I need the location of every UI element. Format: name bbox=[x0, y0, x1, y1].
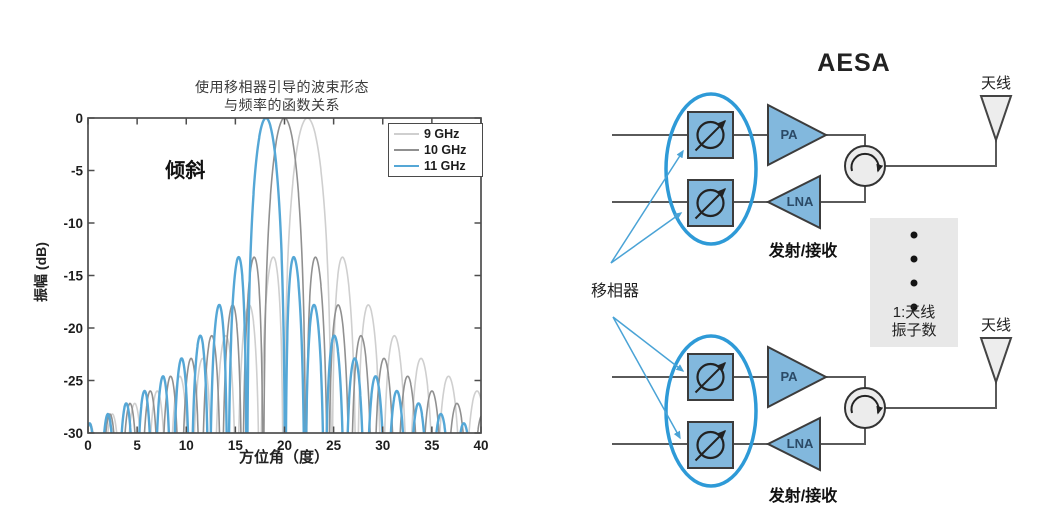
pa-amplifier-icon bbox=[767, 103, 829, 167]
ellipsis-dot bbox=[910, 279, 918, 287]
curve-11-GHz bbox=[88, 118, 469, 433]
x-tick-label: 10 bbox=[179, 438, 194, 453]
elements-note-line2: 振子数 bbox=[891, 322, 937, 339]
phase-shifter-highlight-ellipse bbox=[664, 92, 758, 246]
elements-note-line1: 1:天线 bbox=[892, 304, 936, 321]
phase-shifter-arrow bbox=[694, 187, 727, 220]
pointer-arrow-bottom-1 bbox=[612, 316, 685, 372]
y-tick-label: -20 bbox=[63, 321, 83, 336]
curve-10-GHz bbox=[88, 118, 481, 433]
lna-wire bbox=[612, 186, 866, 203]
x-tick-label: 15 bbox=[228, 438, 244, 453]
legend-line-swatch-10ghz bbox=[394, 149, 419, 151]
transmit-receive-label-top: 发射/接收 bbox=[768, 243, 838, 260]
y-tick-label: -5 bbox=[71, 163, 83, 178]
legend-label-11ghz: 11 GHz bbox=[424, 159, 466, 173]
x-tick-label: 20 bbox=[277, 438, 292, 453]
phase-shifter-circle bbox=[696, 362, 725, 392]
lna-amplifier-icon bbox=[765, 416, 821, 472]
x-axis-label: 方位角（度） bbox=[238, 449, 329, 466]
phase-shifter-icon bbox=[687, 179, 734, 227]
x-tick-label: 0 bbox=[84, 438, 92, 453]
ellipsis-dot bbox=[910, 303, 918, 311]
ellipsis-dot bbox=[910, 231, 918, 239]
tilt-annotation: 倾斜 bbox=[165, 160, 206, 183]
curves-group bbox=[88, 118, 481, 433]
pointer-arrow-bottom-2 bbox=[612, 316, 681, 440]
phase-shifter-circle bbox=[696, 430, 725, 460]
lna-wire bbox=[612, 428, 866, 445]
legend: 9 GHz 10 GHz 11 GHz bbox=[388, 123, 483, 177]
lna-amplifier-icon bbox=[765, 174, 821, 230]
y-tick-label: -10 bbox=[63, 216, 83, 231]
x-tick-label: 40 bbox=[473, 438, 488, 453]
phase-shifter-icon bbox=[687, 353, 734, 401]
x-tick-label: 25 bbox=[326, 438, 342, 453]
phase-shifter-arrow bbox=[694, 119, 727, 152]
phase-shifter-circle bbox=[696, 188, 725, 218]
legend-row-9ghz: 9 GHz bbox=[394, 127, 477, 141]
y-tick-label: -30 bbox=[63, 426, 83, 441]
legend-label-9ghz: 9 GHz bbox=[424, 127, 460, 141]
tick-marks bbox=[87, 117, 482, 434]
chart-title-line1: 使用移相器引导的波束形态 bbox=[195, 79, 369, 95]
phase-shifter-arrow bbox=[694, 429, 727, 462]
ellipsis-dot bbox=[910, 255, 918, 263]
legend-label-10ghz: 10 GHz bbox=[424, 143, 467, 157]
pointer-arrow-top-2 bbox=[610, 212, 683, 264]
circulator-rotation-arrow bbox=[850, 394, 884, 415]
legend-row-11ghz: 11 GHz bbox=[394, 159, 477, 173]
lna-label-top: LNA bbox=[786, 194, 814, 209]
legend-line-swatch-9ghz bbox=[394, 133, 419, 135]
tr-module-bottom bbox=[612, 334, 1013, 488]
pointer-arrow-top-1 bbox=[610, 149, 684, 264]
phase-shifter-highlight-ellipse bbox=[664, 334, 758, 488]
antenna-icon bbox=[979, 337, 1013, 386]
y-axis-label: 振幅 (dB) bbox=[33, 242, 49, 302]
legend-row-10ghz: 10 GHz bbox=[394, 143, 477, 157]
aesa-diagram-canvas bbox=[610, 92, 1013, 488]
phase-shifter-arrow bbox=[694, 361, 727, 394]
pa-amplifier-icon bbox=[767, 345, 829, 409]
legend-line-swatch-11ghz bbox=[394, 165, 419, 167]
circulator-icon bbox=[844, 145, 886, 187]
y-tick-label: 0 bbox=[75, 111, 83, 126]
chart-title-line2: 与频率的函数关系 bbox=[224, 97, 340, 113]
phase-shifter-icon bbox=[687, 111, 734, 159]
y-tick-label: -25 bbox=[63, 373, 83, 388]
tick-labels: 0 5 10 15 20 25 30 35 40 0 -5 -10 -15 -20 -25 -30 bbox=[63, 111, 488, 453]
circulator-body bbox=[844, 387, 886, 429]
phase-shifter-label: 移相器 bbox=[590, 283, 639, 300]
pa-label-bottom: PA bbox=[780, 369, 798, 384]
phase-shifter-circle bbox=[696, 120, 725, 150]
pa-wire bbox=[612, 134, 866, 146]
phase-shifter-icon bbox=[687, 421, 734, 469]
antenna-icon bbox=[979, 95, 1013, 144]
tr-module-top bbox=[612, 92, 1013, 246]
x-tick-label: 30 bbox=[375, 438, 390, 453]
antenna-label-top: 天线 bbox=[980, 75, 1011, 92]
circulator-icon bbox=[844, 387, 886, 429]
antenna-wire bbox=[885, 382, 997, 409]
antenna-label-bottom: 天线 bbox=[980, 317, 1011, 334]
circulator-rotation-arrow bbox=[850, 152, 884, 173]
y-tick-label: -15 bbox=[63, 268, 83, 283]
circulator-body bbox=[844, 145, 886, 187]
transmit-receive-label-bottom: 发射/接收 bbox=[768, 488, 838, 505]
diagram-title: AESA bbox=[817, 49, 891, 77]
lna-label-bottom: LNA bbox=[786, 436, 814, 451]
pa-label-top: PA bbox=[780, 127, 798, 142]
antenna-wire bbox=[885, 140, 997, 167]
x-tick-label: 5 bbox=[133, 438, 141, 453]
x-tick-label: 35 bbox=[424, 438, 440, 453]
